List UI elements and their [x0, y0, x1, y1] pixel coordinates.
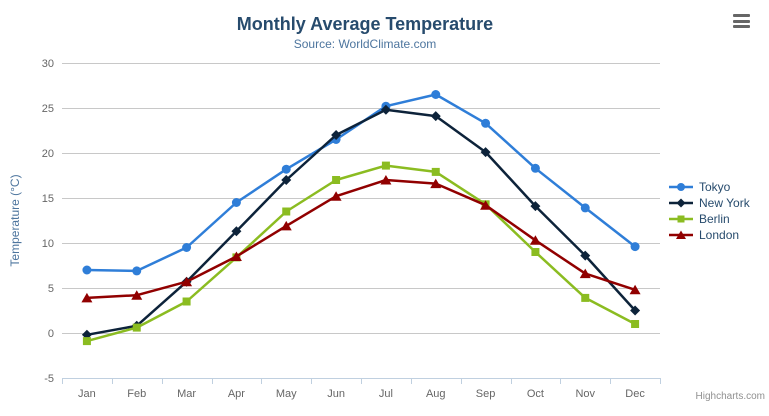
tokyo-series-marker-icon: [669, 183, 693, 191]
legend-label: Tokyo: [699, 180, 731, 194]
hamburger-bar: [733, 14, 750, 17]
y-tick-label: 0: [48, 328, 54, 340]
legend-item-tokyo[interactable]: Tokyo: [668, 179, 750, 195]
hamburger-bar: [733, 25, 750, 28]
x-tick-label: Sep: [476, 388, 496, 400]
y-tick-label: 10: [42, 238, 54, 250]
y-tick-label: 25: [42, 103, 54, 115]
x-tick-label: Dec: [625, 388, 645, 400]
hamburger-bar: [733, 19, 750, 23]
x-tick-label: Nov: [575, 388, 595, 400]
legend: Tokyo New York Berlin London: [668, 179, 750, 243]
series-line-new-york: [85, 108, 637, 337]
series-line-tokyo: [85, 93, 637, 273]
legend-label: London: [699, 228, 740, 242]
x-tick-label: Jul: [379, 388, 393, 400]
legend-label: Berlin: [699, 212, 730, 226]
london-series-marker-icon: [669, 230, 693, 239]
legend-label: New York: [699, 196, 750, 210]
x-tick-label: Feb: [127, 388, 146, 400]
y-tick-label: 5: [48, 283, 54, 295]
legend-item-berlin[interactable]: Berlin: [668, 211, 750, 227]
x-tick-label: Aug: [426, 388, 446, 400]
chart-subtitle: Source: WorldClimate.com: [293, 37, 437, 51]
y-tick-label: 15: [42, 193, 54, 205]
series-markers-tokyo: [82, 90, 640, 276]
highcharts-credits-link[interactable]: Highcharts.com: [695, 391, 765, 402]
series-line-berlin: [85, 164, 637, 343]
series-markers-new-york: [81, 104, 641, 340]
chart-title: Monthly Average Temperature: [236, 14, 494, 34]
x-tick-label: Mar: [177, 388, 196, 400]
x-tick-label: May: [276, 388, 297, 400]
x-tick-label: Jun: [327, 388, 345, 400]
y-tick-label: 30: [42, 58, 54, 70]
hamburger-menu-icon[interactable]: [733, 14, 750, 28]
berlin-series-marker-icon: [669, 215, 693, 223]
legend-item-new-york[interactable]: New York: [668, 195, 750, 211]
series-line-london: [85, 178, 637, 300]
x-tick-label: Oct: [527, 388, 544, 400]
series-markers-london: [81, 175, 641, 303]
new-york-series-marker-icon: [669, 198, 693, 208]
legend-item-london[interactable]: London: [668, 227, 750, 243]
y-tick-label: 20: [42, 148, 54, 160]
x-tick-label: Jan: [78, 388, 96, 400]
x-tick-label: Apr: [228, 388, 245, 400]
y-axis-title: Temperature (°C): [8, 174, 22, 266]
y-tick-label: -5: [44, 373, 54, 385]
